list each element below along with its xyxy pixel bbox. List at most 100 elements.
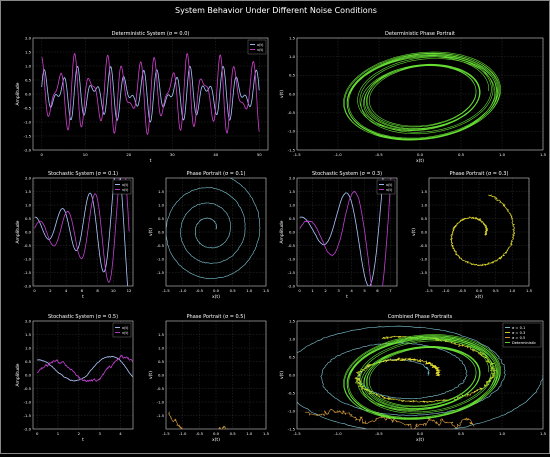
x-tick-label: 0.0 [476, 288, 483, 293]
x-tick-label: 0.5 [493, 288, 500, 293]
panel-title: Deterministic System (σ = 0.0) [112, 31, 190, 37]
panel-p3: 0 2 4 6 8 10 12 -2.0 -1.5 -1.0 -0.5 0.0 0.5 1.0 1.5 2.0… [15, 171, 134, 300]
y-axis-label: Amplitude [15, 82, 21, 105]
panel-title: Phase Portrait (σ = 0.5) [187, 314, 246, 320]
y-tick-label: -1.5 [288, 270, 296, 275]
y-tick-label: -1.5 [288, 426, 296, 431]
y-tick-label: -1.0 [288, 256, 296, 261]
x-tick-label: -1.0 [334, 152, 342, 157]
x-tick-label: 1.5 [540, 431, 547, 436]
x-tick-label: 1.0 [509, 288, 516, 293]
x-tick-label: 2 [78, 431, 81, 436]
x-tick-label: 0.0 [213, 288, 220, 293]
legend-label: x(t) [122, 326, 129, 330]
y-tick-label: 1.5 [289, 318, 296, 323]
y-tick-label: -1.0 [24, 119, 32, 124]
y-tick-label: -1.5 [24, 270, 32, 275]
phase-line [450, 194, 516, 267]
y-tick-label: -1.0 [288, 408, 296, 413]
legend-label: v(t) [386, 188, 393, 192]
x-axis-label: x(t) [475, 294, 483, 300]
series-x-line [299, 178, 384, 286]
y-tick-label: -1.5 [157, 413, 165, 418]
y-tick-label: 1.5 [421, 189, 428, 194]
x-tick-label: 0 [298, 288, 301, 293]
x-tick-label: -0.5 [196, 288, 204, 293]
legend-label: σ = 0.3 [512, 331, 525, 335]
x-tick-label: 7 [389, 288, 392, 293]
x-tick-label: -0.5 [196, 431, 204, 436]
panel-p4: -1.5 -1.0 -0.5 0.0 0.5 1.0 1.5 -1.5 -1.0 -0.5 0.0 0… [148, 171, 270, 300]
x-tick-label: 1.0 [499, 152, 506, 157]
legend-label: σ = 0.1 [512, 326, 525, 330]
y-tick-label: -1.0 [24, 399, 32, 404]
axes-frame [428, 177, 530, 287]
y-tick-label: -1.5 [288, 147, 296, 152]
x-tick-label: 2 [49, 288, 52, 293]
x-tick-label: 4 [65, 288, 68, 293]
y-tick-label: 0.0 [289, 91, 296, 96]
x-tick-label: 6 [81, 288, 84, 293]
y-tick-label: -0.5 [24, 386, 32, 391]
panel-p9: -1.5 -1.0 -0.5 0.0 0.5 1.0 1.5 -1.5 -1.0 -0.5 0.0 0… [279, 314, 547, 443]
legend-box [502, 322, 542, 348]
y-tick-label: -0.5 [288, 390, 296, 395]
y-tick-label: 0.5 [289, 73, 296, 78]
y-axis-label: Amplitude [279, 220, 285, 243]
series-x-line [41, 65, 260, 123]
legend-label: x(t) [257, 43, 264, 47]
y-tick-label: 0.5 [289, 216, 296, 221]
y-tick-label: 1.5 [289, 189, 296, 194]
y-tick-label: 0.5 [25, 359, 32, 364]
y-tick-label: -1.5 [24, 133, 32, 138]
legend-label: v(t) [257, 48, 264, 52]
panel-title: Phase Portrait (σ = 0.1) [187, 171, 246, 177]
axes-frame [32, 320, 134, 430]
axes-frame [32, 37, 269, 151]
y-tick-label: -2.0 [24, 426, 32, 431]
x-tick-label: 2 [324, 288, 327, 293]
x-tick-label: 0.0 [417, 152, 424, 157]
y-tick-label: 1.0 [25, 63, 32, 68]
y-tick-label: -1.0 [288, 129, 296, 134]
x-tick-label: 10 [111, 288, 116, 293]
panel-title: Phase Portrait (σ = 0.3) [450, 171, 509, 177]
panel-title: Stochastic System (σ = 0.3) [312, 171, 382, 177]
x-axis-label: x(t) [212, 437, 220, 443]
y-tick-label: 0.0 [25, 91, 32, 96]
axes-frame [165, 320, 267, 430]
y-tick-label: 0.5 [421, 216, 428, 221]
x-tick-label: 10 [83, 152, 88, 157]
x-tick-label: -1.5 [162, 431, 170, 436]
x-tick-label: -1.5 [293, 431, 301, 436]
y-tick-label: -2.0 [288, 283, 296, 288]
phase-line [343, 51, 501, 141]
axes-frame [296, 177, 398, 287]
x-tick-label: -1.0 [179, 431, 187, 436]
x-tick-label: 1.0 [246, 288, 253, 293]
x-tick-label: 50 [257, 152, 262, 157]
x-tick-label: 0.5 [458, 431, 465, 436]
y-tick-label: -1.0 [420, 256, 428, 261]
y-tick-label: 0.0 [158, 229, 165, 234]
y-axis-label: v(t) [279, 90, 285, 98]
y-tick-label: 1.5 [25, 49, 32, 54]
panel-title: Stochastic System (σ = 0.1) [48, 171, 118, 177]
x-axis-label: t [82, 294, 84, 300]
series-v-line [37, 354, 133, 383]
x-tick-label: -0.5 [375, 431, 383, 436]
y-tick-label: 1.0 [421, 202, 428, 207]
x-axis-label: t [150, 158, 152, 164]
x-tick-label: 1 [57, 431, 60, 436]
y-tick-label: 1.5 [25, 332, 32, 337]
panel-p6: -1.5 -1.0 -0.5 0.0 0.5 1.0 1.5 -1.5 -1.0 -0.5 0.0 0… [411, 171, 533, 300]
y-axis-label: v(t) [411, 228, 417, 236]
x-tick-label: 0.5 [230, 431, 237, 436]
y-tick-label: -1.0 [24, 256, 32, 261]
panel-p7: 0 1 2 3 4 -2.0 -1.5 -1.0 -0.5 0.0 0.5 1.0 1.5 2.0 Stoc… [15, 314, 134, 443]
y-tick-label: 2.0 [25, 318, 32, 323]
y-tick-label: 1.5 [158, 332, 165, 337]
panel-p5: 0 1 2 3 4 5 6 7 -2.0 -1.5 -1.0 -0.5 0.0 0.5 1.0 1.5 2.0 S… [279, 171, 398, 300]
